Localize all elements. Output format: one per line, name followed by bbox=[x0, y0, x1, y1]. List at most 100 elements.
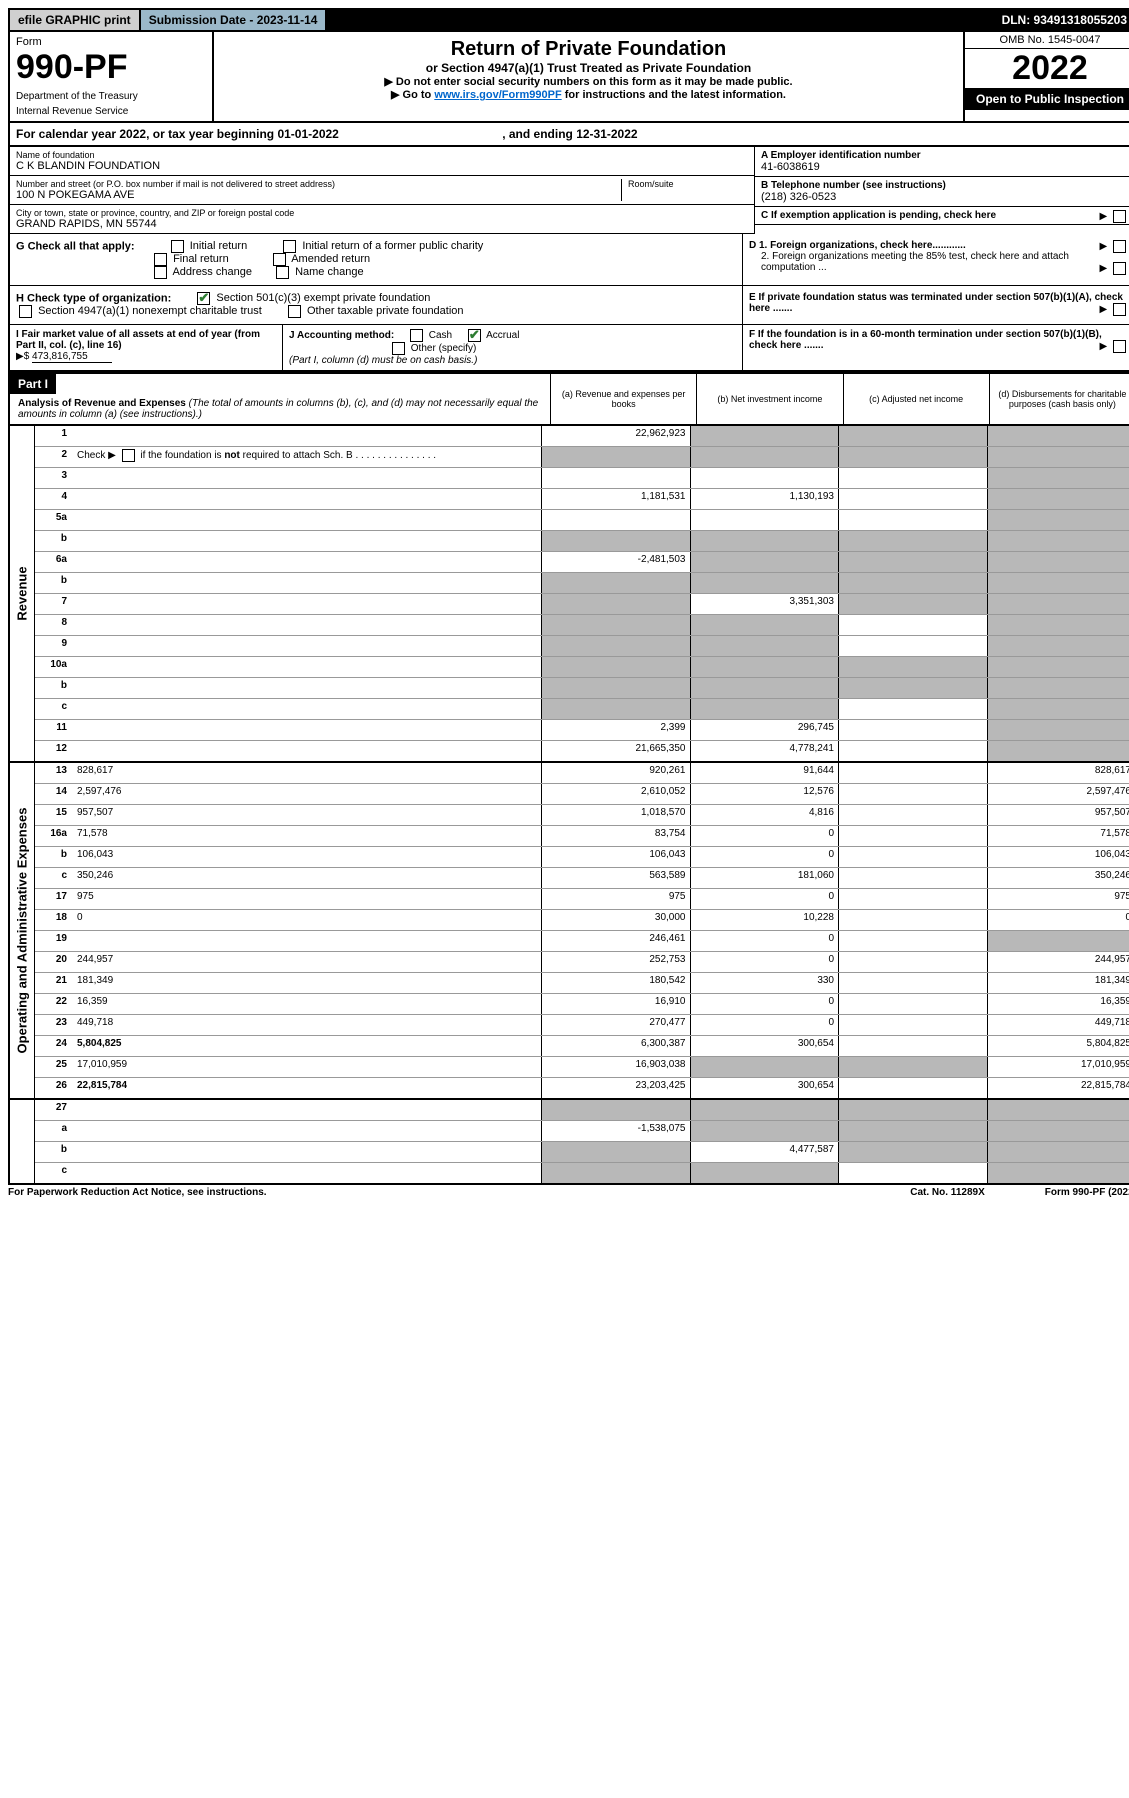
table-row: 2Check ▶ if the foundation is not requir… bbox=[35, 447, 1129, 468]
dln-label: DLN: 93491318055203 bbox=[994, 10, 1129, 30]
table-row: 112,399296,745 bbox=[35, 720, 1129, 741]
dept-irs: Internal Revenue Service bbox=[16, 106, 206, 117]
page-footer: For Paperwork Reduction Act Notice, see … bbox=[8, 1185, 1129, 1200]
table-row: b4,477,587 bbox=[35, 1142, 1129, 1163]
top-bar: efile GRAPHIC print Submission Date - 20… bbox=[8, 8, 1129, 32]
cash-checkbox[interactable] bbox=[410, 329, 423, 342]
other-taxable-checkbox[interactable] bbox=[288, 305, 301, 318]
table-row: b bbox=[35, 573, 1129, 594]
accrual-checkbox[interactable] bbox=[468, 329, 481, 342]
paperwork-notice: For Paperwork Reduction Act Notice, see … bbox=[8, 1187, 267, 1198]
table-row: 3 bbox=[35, 468, 1129, 489]
table-row: 5a bbox=[35, 510, 1129, 531]
ein-cell: A Employer identification number 41-6038… bbox=[755, 147, 1129, 177]
open-to-public: Open to Public Inspection bbox=[965, 88, 1129, 110]
table-row: 245,804,8256,300,387300,6545,804,825 bbox=[35, 1036, 1129, 1057]
expenses-table: Operating and Administrative Expenses 13… bbox=[8, 763, 1129, 1100]
foreign-org-checkbox[interactable] bbox=[1113, 240, 1126, 253]
catalog-number: Cat. No. 11289X bbox=[910, 1187, 984, 1198]
table-row: c350,246563,589181,060350,246 bbox=[35, 868, 1129, 889]
table-row: 2622,815,78423,203,425300,65422,815,784 bbox=[35, 1078, 1129, 1098]
table-row: 15957,5071,018,5704,816957,507 bbox=[35, 805, 1129, 826]
table-row: 122,962,923 bbox=[35, 426, 1129, 447]
section-g: G Check all that apply: Initial return I… bbox=[8, 234, 1129, 286]
part-1-label: Part I bbox=[10, 374, 56, 394]
table-row: b bbox=[35, 531, 1129, 552]
table-row: 1221,665,3504,778,241 bbox=[35, 741, 1129, 761]
tax-year: 2022 bbox=[965, 49, 1129, 88]
dept-treasury: Department of the Treasury bbox=[16, 91, 206, 102]
initial-public-charity-checkbox[interactable] bbox=[283, 240, 296, 253]
other-method-checkbox[interactable] bbox=[392, 342, 405, 355]
final-return-checkbox[interactable] bbox=[154, 253, 167, 266]
table-row: 142,597,4762,610,05212,5762,597,476 bbox=[35, 784, 1129, 805]
table-row: 8 bbox=[35, 615, 1129, 636]
status-terminated-checkbox[interactable] bbox=[1113, 303, 1126, 316]
submission-date: Submission Date - 2023-11-14 bbox=[141, 10, 326, 30]
table-row: 2517,010,95916,903,03817,010,959 bbox=[35, 1057, 1129, 1078]
table-row: 13828,617920,26191,644828,617 bbox=[35, 763, 1129, 784]
table-row: b bbox=[35, 678, 1129, 699]
form-subtitle: or Section 4947(a)(1) Trust Treated as P… bbox=[220, 61, 957, 75]
exemption-pending-cell: C If exemption application is pending, c… bbox=[755, 207, 1129, 225]
amended-return-checkbox[interactable] bbox=[273, 253, 286, 266]
calendar-year-row: For calendar year 2022, or tax year begi… bbox=[8, 123, 1129, 147]
60month-checkbox[interactable] bbox=[1113, 340, 1126, 353]
info-grid: Name of foundation C K BLANDIN FOUNDATIO… bbox=[8, 147, 1129, 234]
col-d-header: (d) Disbursements for charitable purpose… bbox=[989, 374, 1129, 424]
table-row: 21181,349180,542330181,349 bbox=[35, 973, 1129, 994]
table-row: 179759750975 bbox=[35, 889, 1129, 910]
telephone-cell: B Telephone number (see instructions) (2… bbox=[755, 177, 1129, 207]
form-header: Form 990-PF Department of the Treasury I… bbox=[8, 32, 1129, 123]
col-a-header: (a) Revenue and expenses per books bbox=[550, 374, 696, 424]
table-row: 16a71,57883,754071,578 bbox=[35, 826, 1129, 847]
col-b-header: (b) Net investment income bbox=[696, 374, 842, 424]
table-row: b106,043106,0430106,043 bbox=[35, 847, 1129, 868]
table-row: 27 bbox=[35, 1100, 1129, 1121]
foundation-name-cell: Name of foundation C K BLANDIN FOUNDATIO… bbox=[10, 147, 754, 176]
form-ref: Form 990-PF (2022) bbox=[1045, 1187, 1129, 1198]
501c3-checkbox[interactable] bbox=[197, 292, 210, 305]
final-table: 27a-1,538,075b4,477,587c bbox=[8, 1100, 1129, 1185]
omb-number: OMB No. 1545-0047 bbox=[965, 32, 1129, 49]
section-i-j: I Fair market value of all assets at end… bbox=[8, 325, 1129, 372]
address-cell: Number and street (or P.O. box number if… bbox=[10, 176, 754, 205]
revenue-side-label: Revenue bbox=[10, 426, 35, 761]
table-row: 23449,718270,4770449,718 bbox=[35, 1015, 1129, 1036]
city-cell: City or town, state or province, country… bbox=[10, 205, 754, 234]
form-id-box: Form 990-PF Department of the Treasury I… bbox=[10, 32, 214, 121]
expenses-side-label: Operating and Administrative Expenses bbox=[10, 763, 35, 1098]
initial-return-checkbox[interactable] bbox=[171, 240, 184, 253]
name-change-checkbox[interactable] bbox=[276, 266, 289, 279]
section-h: H Check type of organization: Section 50… bbox=[8, 286, 1129, 325]
form-label: Form bbox=[16, 36, 206, 48]
form-number: 990-PF bbox=[16, 48, 206, 87]
form-note-2: ▶ Go to www.irs.gov/Form990PF for instru… bbox=[220, 88, 957, 101]
revenue-table: Revenue 122,962,9232Check ▶ if the found… bbox=[8, 426, 1129, 763]
table-row: c bbox=[35, 1163, 1129, 1183]
table-row: 6a-2,481,503 bbox=[35, 552, 1129, 573]
efile-print-button[interactable]: efile GRAPHIC print bbox=[10, 10, 141, 30]
table-row: 2216,35916,910016,359 bbox=[35, 994, 1129, 1015]
title-box: Return of Private Foundation or Section … bbox=[214, 32, 965, 121]
table-row: 18030,00010,2280 bbox=[35, 910, 1129, 931]
year-box: OMB No. 1545-0047 2022 Open to Public In… bbox=[965, 32, 1129, 121]
table-row: 10a bbox=[35, 657, 1129, 678]
fmv-value: 473,816,755 bbox=[32, 351, 112, 363]
part-1-header: Part I Analysis of Revenue and Expenses … bbox=[8, 372, 1129, 426]
4947a1-checkbox[interactable] bbox=[19, 305, 32, 318]
form-title: Return of Private Foundation bbox=[220, 38, 957, 61]
foreign-85-checkbox[interactable] bbox=[1113, 262, 1126, 275]
table-row: 19246,4610 bbox=[35, 931, 1129, 952]
exemption-checkbox[interactable] bbox=[1113, 210, 1126, 223]
form-note-1: ▶ Do not enter social security numbers o… bbox=[220, 75, 957, 88]
table-row: a-1,538,075 bbox=[35, 1121, 1129, 1142]
table-row: 73,351,303 bbox=[35, 594, 1129, 615]
table-row: 9 bbox=[35, 636, 1129, 657]
col-c-header: (c) Adjusted net income bbox=[843, 374, 989, 424]
table-row: 41,181,5311,130,193 bbox=[35, 489, 1129, 510]
address-change-checkbox[interactable] bbox=[154, 266, 167, 279]
table-row: 20244,957252,7530244,957 bbox=[35, 952, 1129, 973]
table-row: c bbox=[35, 699, 1129, 720]
form990pf-link[interactable]: www.irs.gov/Form990PF bbox=[434, 89, 561, 101]
